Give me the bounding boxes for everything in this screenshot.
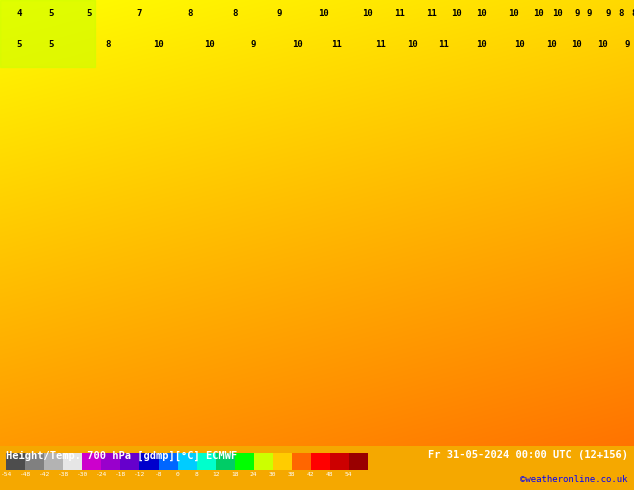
Text: 10: 10 [477,9,487,18]
Text: -12: -12 [134,472,145,477]
FancyBboxPatch shape [25,453,44,470]
FancyBboxPatch shape [292,453,311,470]
FancyBboxPatch shape [120,453,139,470]
Text: 5: 5 [48,9,53,18]
Text: 10: 10 [407,40,417,49]
Text: 8: 8 [195,472,198,477]
Text: 11: 11 [439,40,449,49]
Text: 10: 10 [597,40,607,49]
Text: -24: -24 [96,472,107,477]
FancyBboxPatch shape [216,453,235,470]
FancyBboxPatch shape [235,453,254,470]
FancyBboxPatch shape [63,453,82,470]
Text: 5: 5 [16,40,22,49]
Text: 9: 9 [606,9,611,18]
Text: 30: 30 [269,472,276,477]
FancyBboxPatch shape [273,453,292,470]
Text: -38: -38 [58,472,69,477]
Text: -30: -30 [77,472,88,477]
Text: 10: 10 [534,9,544,18]
Text: -18: -18 [115,472,126,477]
Text: 10: 10 [363,9,373,18]
FancyBboxPatch shape [178,453,197,470]
Text: 11: 11 [331,40,341,49]
Text: 10: 10 [553,9,563,18]
Text: -54: -54 [1,472,12,477]
Text: 10: 10 [204,40,214,49]
FancyBboxPatch shape [101,453,120,470]
Text: 42: 42 [307,472,314,477]
FancyBboxPatch shape [6,453,25,470]
FancyBboxPatch shape [44,453,63,470]
Text: 10: 10 [508,9,519,18]
Text: 54: 54 [345,472,353,477]
Text: Fr 31-05-2024 00:00 UTC (12+156): Fr 31-05-2024 00:00 UTC (12+156) [428,450,628,460]
FancyBboxPatch shape [330,453,349,470]
Text: 8: 8 [631,9,634,18]
Text: 11: 11 [426,9,436,18]
FancyBboxPatch shape [254,453,273,470]
Text: 9: 9 [276,9,281,18]
Text: 4: 4 [16,9,22,18]
FancyBboxPatch shape [349,453,368,470]
Text: 10: 10 [547,40,557,49]
Text: ©weatheronline.co.uk: ©weatheronline.co.uk [520,474,628,484]
Text: 8: 8 [105,40,110,49]
Polygon shape [0,0,95,67]
Text: 10: 10 [318,9,328,18]
Text: -42: -42 [39,472,50,477]
Text: 8: 8 [188,9,193,18]
Text: 10: 10 [293,40,303,49]
Text: 9: 9 [574,9,579,18]
Text: 9: 9 [587,9,592,18]
FancyBboxPatch shape [311,453,330,470]
Text: 8: 8 [232,9,237,18]
Text: 5: 5 [86,9,91,18]
Text: -8: -8 [155,472,162,477]
Text: 10: 10 [515,40,525,49]
Text: 48: 48 [326,472,333,477]
FancyBboxPatch shape [139,453,158,470]
Text: -48: -48 [20,472,31,477]
Text: 11: 11 [375,40,385,49]
Text: 10: 10 [477,40,487,49]
Text: 9: 9 [625,40,630,49]
Text: 38: 38 [288,472,295,477]
FancyBboxPatch shape [82,453,101,470]
Text: 12: 12 [212,472,219,477]
Text: 24: 24 [250,472,257,477]
Text: 5: 5 [48,40,53,49]
Text: 10: 10 [572,40,582,49]
Text: 7: 7 [137,9,142,18]
Text: Height/Temp. 700 hPa [gdmp][°C] ECMWF: Height/Temp. 700 hPa [gdmp][°C] ECMWF [6,450,238,461]
Text: 10: 10 [153,40,164,49]
Text: 8: 8 [619,9,624,18]
Text: 9: 9 [251,40,256,49]
Text: 18: 18 [231,472,238,477]
FancyBboxPatch shape [197,453,216,470]
Text: 10: 10 [451,9,462,18]
Text: 11: 11 [394,9,404,18]
FancyBboxPatch shape [158,453,178,470]
Text: 0: 0 [176,472,179,477]
